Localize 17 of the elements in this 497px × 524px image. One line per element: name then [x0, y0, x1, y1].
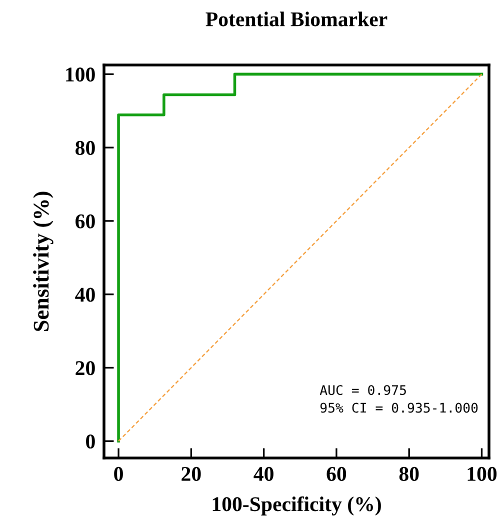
x-tick-label: 40: [254, 466, 274, 481]
x-tick-label: 60: [326, 466, 346, 481]
annotation: AUC = 0.975: [320, 385, 406, 396]
annotation: 95% CI = 0.935-1.000: [320, 402, 478, 413]
y-tick-label: 100: [66, 68, 95, 82]
y-tick-label: 60: [76, 214, 95, 228]
chart-title: Potential Biomarker: [206, 12, 388, 26]
y-tick-label: 80: [76, 140, 95, 155]
x-tick-label: 100: [468, 466, 497, 481]
y-tick-label: 20: [76, 361, 95, 376]
y-axis-title: Sensitivity (%): [33, 192, 54, 331]
x-tick-label: 80: [399, 466, 419, 481]
x-tick-label: 0: [114, 466, 123, 481]
y-tick-label: 40: [75, 288, 95, 302]
x-axis-title: 100-Specificity (%): [212, 496, 381, 516]
y-tick-label: 0: [86, 434, 95, 449]
x-tick-label: 20: [182, 466, 201, 481]
